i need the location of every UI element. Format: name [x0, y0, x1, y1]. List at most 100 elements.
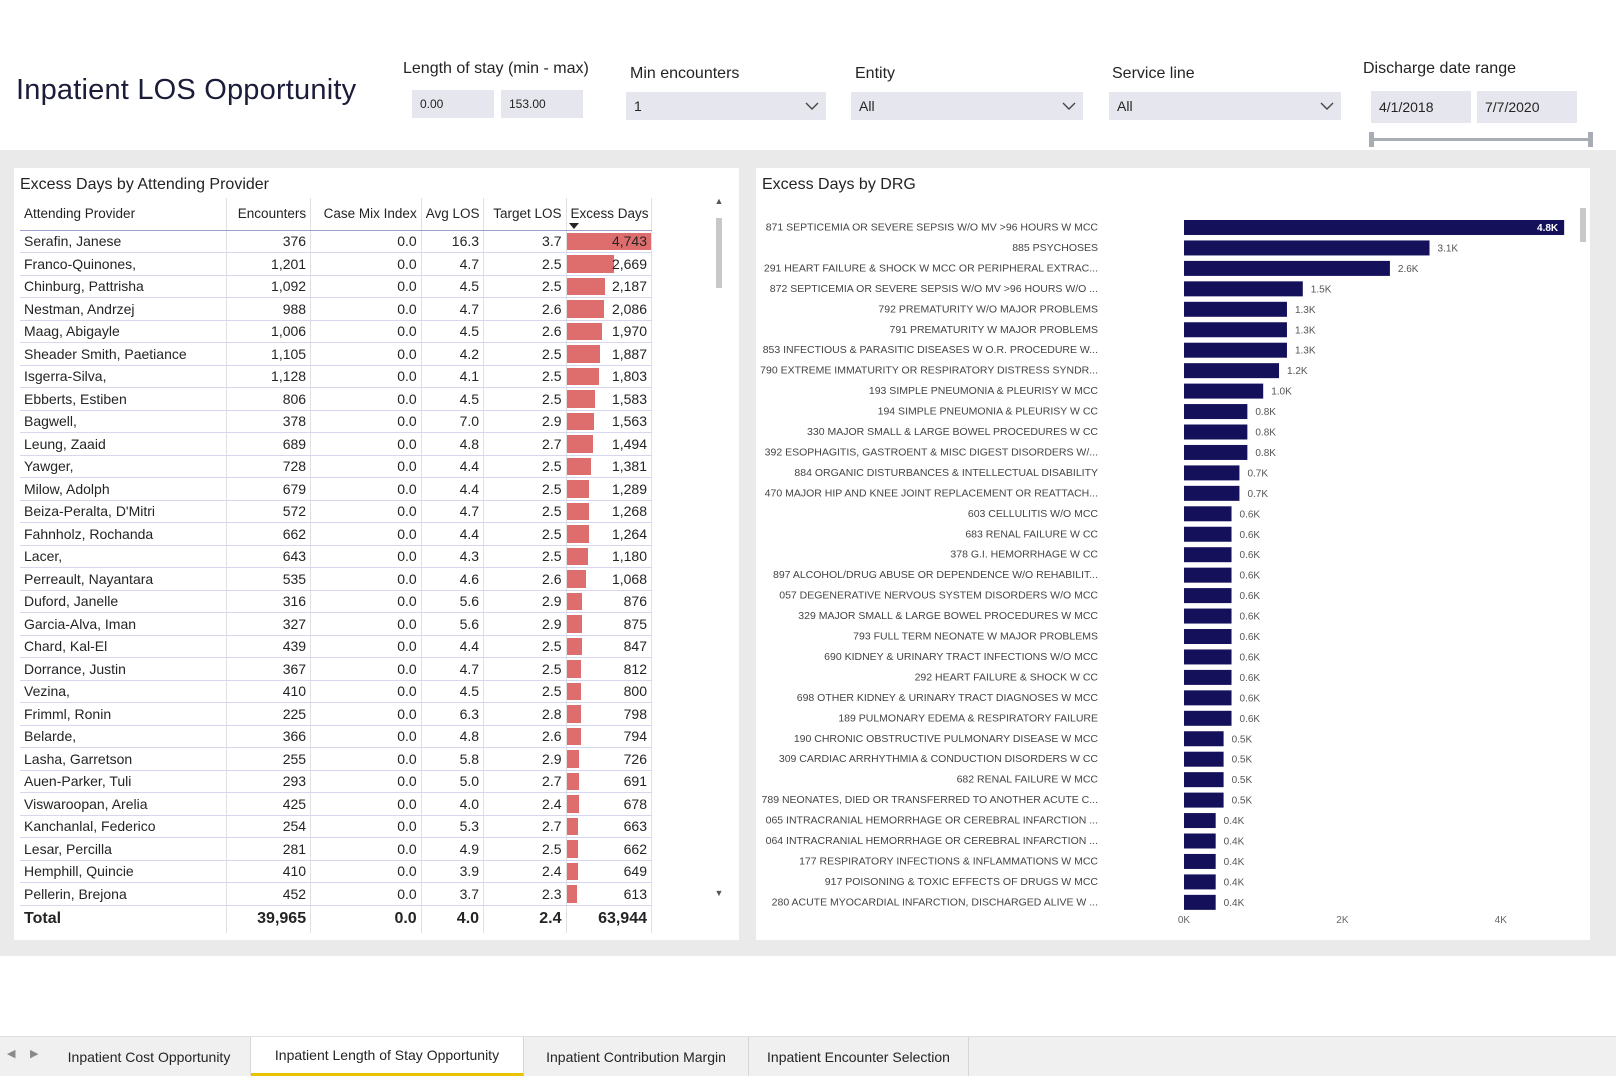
- table-row[interactable]: Viswaroopan, Arelia 425 0.0 4.0 2.4 678: [20, 792, 652, 816]
- drg-bar[interactable]: [1184, 444, 1248, 460]
- table-row[interactable]: Beiza-Peralta, D'Mitri 572 0.0 4.7 2.5 1,268: [20, 500, 652, 523]
- drg-bar[interactable]: [1184, 833, 1216, 849]
- drg-bar[interactable]: [1184, 853, 1216, 869]
- table-row[interactable]: Hemphill, Quincie 410 0.0 3.9 2.4 649: [20, 860, 652, 883]
- table-row[interactable]: Perreault, Nayantara 535 0.0 4.6 2.6 1,068: [20, 567, 652, 591]
- table-scrollbar-thumb[interactable]: [716, 218, 722, 288]
- chart-scrollbar[interactable]: [1578, 198, 1588, 898]
- drg-bar[interactable]: [1184, 424, 1248, 440]
- table-row[interactable]: Kanchanlal, Federico 254 0.0 5.3 2.7 663: [20, 815, 652, 838]
- drg-bar[interactable]: [1184, 813, 1216, 829]
- date-start-input[interactable]: 4/1/2018: [1371, 91, 1471, 123]
- drg-bar[interactable]: [1184, 710, 1232, 726]
- table-row[interactable]: Auen-Parker, Tuli 293 0.0 5.0 2.7 691: [20, 770, 652, 793]
- tab-inpatient-contribution-margin[interactable]: Inpatient Contribution Margin: [524, 1037, 749, 1076]
- drg-bar[interactable]: [1184, 629, 1232, 644]
- table-row[interactable]: Garcia-Alva, Iman 327 0.0 5.6 2.9 875: [20, 612, 652, 636]
- drg-bar[interactable]: [1184, 281, 1303, 297]
- column-header-encounters[interactable]: Encounters: [226, 198, 312, 231]
- drg-bar[interactable]: [1184, 690, 1232, 706]
- table-row[interactable]: Sheader Smith, Paetiance 1,105 0.0 4.2 2.5 1,…: [20, 342, 652, 366]
- excess-days-databar: [566, 570, 586, 588]
- table-row[interactable]: Frimml, Ronin 225 0.0 6.3 2.8 798: [20, 702, 652, 726]
- excess-days-value: 800: [623, 683, 647, 700]
- chevron-down-icon: [805, 102, 819, 110]
- date-end-input[interactable]: 7/7/2020: [1477, 91, 1577, 123]
- table-row[interactable]: Chinburg, Pattrisha 1,092 0.0 4.5 2.5 2,187: [20, 275, 652, 298]
- drg-bar[interactable]: [1184, 792, 1224, 808]
- tab-inpatient-encounter-selection[interactable]: Inpatient Encounter Selection: [749, 1037, 969, 1076]
- column-header-target-los[interactable]: Target LOS: [483, 198, 567, 231]
- drg-bar[interactable]: [1184, 404, 1248, 420]
- scroll-up-icon[interactable]: ▲: [714, 196, 724, 206]
- drg-bar[interactable]: [1184, 342, 1287, 358]
- chart-scrollbar-thumb[interactable]: [1580, 208, 1586, 242]
- table-row[interactable]: Nestman, Andrzej 988 0.0 4.7 2.6 2,086: [20, 297, 652, 321]
- table-scrollbar[interactable]: ▲ ▼: [714, 196, 724, 906]
- date-range-slider-track[interactable]: [1371, 138, 1591, 141]
- drg-bar[interactable]: [1184, 547, 1232, 563]
- entity-dropdown[interactable]: All: [851, 92, 1083, 120]
- drg-bar[interactable]: [1184, 322, 1287, 338]
- drg-bar[interactable]: [1184, 772, 1224, 788]
- drg-bar[interactable]: [1184, 240, 1430, 256]
- drg-bar[interactable]: [1184, 894, 1216, 910]
- table-row[interactable]: Milow, Adolph 679 0.0 4.4 2.5 1,289: [20, 477, 652, 501]
- table-row[interactable]: Yawger, 728 0.0 4.4 2.5 1,381: [20, 455, 652, 478]
- table-row[interactable]: Fahnholz, Rochanda 662 0.0 4.4 2.5 1,264: [20, 522, 652, 546]
- table-row[interactable]: Isgerra-Silva, 1,128 0.0 4.1 2.5 1,803: [20, 365, 652, 388]
- table-row[interactable]: Pellerin, Brejona 452 0.0 3.7 2.3 613: [20, 882, 652, 906]
- table-row[interactable]: Leung, Zaaid 689 0.0 4.8 2.7 1,494: [20, 432, 652, 456]
- los-min-input[interactable]: 0.00: [412, 90, 494, 118]
- tab-inpatient-cost-opportunity[interactable]: Inpatient Cost Opportunity: [48, 1037, 251, 1076]
- drg-bar[interactable]: [1184, 506, 1232, 522]
- date-slider-start-handle[interactable]: [1369, 132, 1374, 147]
- table-row[interactable]: Lasha, Garretson 255 0.0 5.8 2.9 726: [20, 747, 652, 771]
- drg-bar[interactable]: [1184, 669, 1232, 685]
- tab-scroll-right-icon[interactable]: ▶: [30, 1048, 39, 1060]
- drg-bar[interactable]: [1184, 751, 1224, 767]
- table-row[interactable]: Franco-Quinones, 1,201 0.0 4.7 2.5 2,669: [20, 252, 652, 276]
- table-row[interactable]: Serafin, Janese 376 0.0 16.3 3.7 4,743: [20, 230, 652, 253]
- drg-bar[interactable]: [1184, 567, 1232, 583]
- case-mix-cell: 0.0: [310, 837, 422, 861]
- drg-bar[interactable]: [1184, 608, 1232, 624]
- table-row[interactable]: Lesar, Percilla 281 0.0 4.9 2.5 662: [20, 837, 652, 861]
- table-row[interactable]: Ebberts, Estiben 806 0.0 4.5 2.5 1,583: [20, 387, 652, 411]
- tab-scroll-left-icon[interactable]: ◀: [7, 1048, 16, 1060]
- drg-bar[interactable]: [1184, 731, 1224, 747]
- table-row[interactable]: Dorrance, Justin 367 0.0 4.7 2.5 812: [20, 657, 652, 681]
- drg-bar[interactable]: [1184, 526, 1232, 542]
- column-header-case-mix[interactable]: Case Mix Index: [310, 198, 422, 231]
- drg-bar[interactable]: [1184, 465, 1240, 481]
- tab-inpatient-los-opportunity[interactable]: Inpatient Length of Stay Opportunity: [251, 1037, 524, 1076]
- date-slider-end-handle[interactable]: [1588, 132, 1593, 147]
- target-los-cell: 2.9: [483, 590, 567, 613]
- drg-bar[interactable]: [1184, 301, 1287, 317]
- table-row[interactable]: Chard, Kal-El 439 0.0 4.4 2.5 847: [20, 635, 652, 658]
- drg-bar[interactable]: [1184, 260, 1390, 276]
- encounters-cell: 679: [226, 477, 312, 501]
- service-line-dropdown[interactable]: All: [1109, 92, 1341, 120]
- los-max-input[interactable]: 153.00: [501, 90, 583, 118]
- scroll-down-icon[interactable]: ▼: [714, 888, 724, 898]
- column-header-provider[interactable]: Attending Provider: [20, 198, 227, 231]
- table-row[interactable]: Bagwell, 378 0.0 7.0 2.9 1,563: [20, 410, 652, 433]
- drg-bar[interactable]: [1184, 363, 1280, 379]
- table-row[interactable]: Maag, Abigayle 1,006 0.0 4.5 2.6 1,970: [20, 320, 652, 343]
- drg-bar[interactable]: [1184, 649, 1232, 665]
- chevron-down-icon: [1320, 102, 1334, 110]
- drg-bar[interactable]: [1184, 588, 1232, 604]
- table-row[interactable]: Lacer, 643 0.0 4.3 2.5 1,180: [20, 545, 652, 568]
- table-row[interactable]: Belarde, 366 0.0 4.8 2.6 794: [20, 725, 652, 748]
- drg-bar[interactable]: [1184, 220, 1565, 235]
- column-header-avg-los[interactable]: Avg LOS: [421, 198, 485, 231]
- drg-bar[interactable]: [1184, 485, 1240, 501]
- table-row[interactable]: Duford, Janelle 316 0.0 5.6 2.9 876: [20, 590, 652, 613]
- category-label: 793 FULL TERM NEONATE W MAJOR PROBLEMS: [853, 631, 1098, 643]
- column-header-excess-days[interactable]: Excess Days: [566, 198, 652, 231]
- drg-bar[interactable]: [1184, 383, 1264, 399]
- drg-bar[interactable]: [1184, 874, 1216, 890]
- table-row[interactable]: Vezina, 410 0.0 4.5 2.5 800: [20, 680, 652, 703]
- min-encounters-dropdown[interactable]: 1: [626, 92, 826, 120]
